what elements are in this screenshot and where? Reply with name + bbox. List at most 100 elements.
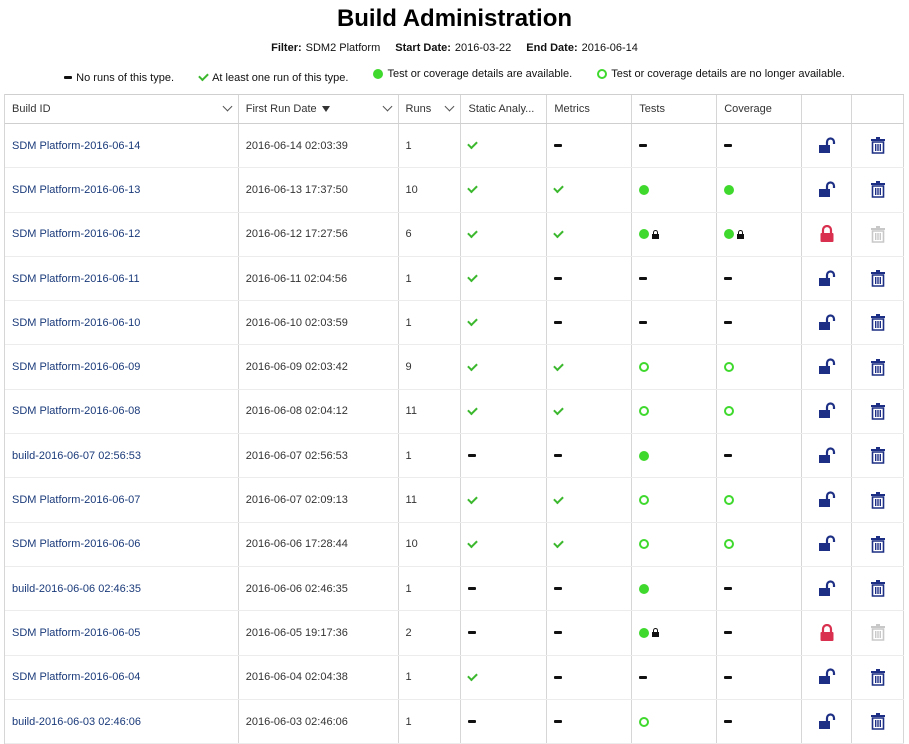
trash-icon[interactable] — [870, 181, 885, 199]
filled-dot-icon[interactable] — [639, 450, 650, 461]
static-analysis-status — [461, 478, 548, 522]
build-id-link[interactable]: SDM Platform-2016-06-07 — [5, 478, 239, 522]
tests-status — [632, 301, 718, 345]
lock-cell — [802, 611, 853, 655]
tests-status — [632, 611, 718, 655]
first-run-date: 2016-06-06 02:46:35 — [239, 566, 399, 611]
tests-status — [632, 655, 718, 699]
chevron-down-icon[interactable] — [222, 101, 233, 112]
column-header-tests[interactable]: Tests — [632, 95, 718, 123]
trash-icon[interactable] — [870, 270, 885, 287]
static-analysis-status — [461, 389, 548, 434]
lock-open-icon[interactable] — [818, 668, 836, 686]
check-icon — [553, 183, 565, 194]
check-icon — [467, 227, 479, 239]
lock-open-icon[interactable] — [818, 137, 836, 155]
delete-cell — [852, 478, 904, 522]
chevron-down-icon[interactable] — [445, 101, 455, 112]
build-id-link[interactable]: build-2016-06-07 02:56:53 — [5, 434, 239, 478]
table-row: SDM Platform-2016-06-13 2016-06-13 17:37:… — [5, 168, 904, 213]
tests-status — [632, 434, 718, 478]
delete-cell — [852, 212, 904, 256]
coverage-status — [717, 345, 803, 389]
tests-status — [632, 478, 718, 522]
column-header-static-analysis[interactable]: Static Analy... — [461, 95, 548, 123]
filled-dot-icon[interactable] — [724, 184, 735, 195]
trash-icon[interactable] — [870, 713, 885, 730]
coverage-status — [717, 301, 803, 345]
column-header-first-run-date[interactable]: First Run Date — [239, 95, 399, 123]
dash-icon — [639, 277, 648, 281]
column-header-runs[interactable]: Runs — [399, 95, 462, 123]
hollow-dot-icon — [639, 539, 650, 550]
trash-icon[interactable] — [870, 447, 885, 465]
metrics-status — [547, 389, 633, 434]
lock-open-icon[interactable] — [818, 535, 836, 553]
lock-closed-icon[interactable] — [819, 225, 835, 243]
build-id-link[interactable]: SDM Platform-2016-06-04 — [5, 655, 239, 699]
dash-icon — [639, 675, 648, 679]
filled-dot-icon[interactable] — [639, 583, 650, 594]
dash-icon — [554, 144, 563, 148]
trash-icon[interactable] — [870, 358, 885, 376]
filled-dot-icon[interactable] — [639, 627, 650, 638]
filled-dot-icon[interactable] — [639, 229, 650, 240]
delete-cell — [852, 301, 904, 345]
build-id-link[interactable]: SDM Platform-2016-06-08 — [5, 389, 239, 434]
build-id-link[interactable]: SDM Platform-2016-06-06 — [5, 522, 239, 566]
check-icon — [198, 70, 209, 82]
lock-open-icon[interactable] — [818, 580, 836, 598]
dash-icon — [554, 631, 563, 635]
trash-icon[interactable] — [870, 491, 885, 509]
build-id-link[interactable]: SDM Platform-2016-06-13 — [5, 168, 239, 212]
trash-icon[interactable] — [870, 580, 885, 597]
chevron-down-icon[interactable] — [382, 101, 392, 112]
first-run-date: 2016-06-03 02:46:06 — [239, 699, 399, 744]
filled-dot-icon — [373, 69, 384, 79]
delete-cell — [852, 655, 904, 699]
lock-open-icon[interactable] — [818, 712, 836, 731]
hollow-dot-icon — [639, 406, 650, 417]
table-row: SDM Platform-2016-06-12 2016-06-12 17:27:… — [5, 212, 904, 257]
lock-open-icon[interactable] — [818, 314, 836, 332]
lock-open-icon[interactable] — [818, 181, 836, 199]
table-row: SDM Platform-2016-06-10 2016-06-10 02:03:… — [5, 301, 904, 346]
dash-icon — [639, 144, 648, 148]
delete-cell — [852, 566, 904, 611]
build-id-link[interactable]: SDM Platform-2016-06-12 — [5, 212, 239, 256]
dash-icon — [554, 675, 563, 679]
filter-value: SDM2 Platform — [305, 42, 381, 54]
build-id-link[interactable]: build-2016-06-06 02:46:35 — [5, 566, 239, 611]
column-header-coverage[interactable]: Coverage — [717, 95, 803, 123]
static-analysis-status — [461, 124, 548, 168]
delete-cell — [852, 256, 904, 301]
build-id-link[interactable]: build-2016-06-03 02:46:06 — [5, 699, 239, 744]
build-id-link[interactable]: SDM Platform-2016-06-11 — [5, 256, 239, 301]
delete-cell — [852, 699, 904, 744]
trash-icon[interactable] — [870, 535, 885, 553]
filled-dot-icon[interactable] — [639, 184, 650, 195]
column-header-delete — [852, 95, 905, 123]
build-id-link[interactable]: SDM Platform-2016-06-05 — [5, 611, 239, 655]
lock-open-icon[interactable] — [818, 402, 836, 420]
lock-open-icon[interactable] — [818, 491, 836, 509]
table-row: SDM Platform-2016-06-05 2016-06-05 19:17:… — [5, 611, 904, 656]
filled-dot-icon[interactable] — [724, 229, 735, 240]
build-id-link[interactable]: SDM Platform-2016-06-14 — [5, 124, 239, 168]
lock-open-icon[interactable] — [818, 447, 836, 465]
check-icon — [467, 138, 479, 150]
build-id-link[interactable]: SDM Platform-2016-06-10 — [5, 301, 239, 345]
dash-icon — [468, 720, 477, 723]
column-header-lock — [802, 95, 853, 123]
build-id-link[interactable]: SDM Platform-2016-06-09 — [5, 345, 239, 389]
lock-open-icon[interactable] — [818, 358, 836, 376]
lock-open-icon[interactable] — [818, 269, 836, 288]
trash-icon[interactable] — [870, 314, 885, 332]
column-header-build-id[interactable]: Build ID — [5, 95, 239, 123]
trash-icon[interactable] — [870, 668, 885, 686]
column-header-metrics[interactable]: Metrics — [547, 95, 633, 123]
runs-count: 6 — [399, 212, 462, 256]
lock-closed-icon[interactable] — [819, 623, 835, 642]
trash-icon[interactable] — [870, 137, 885, 154]
trash-icon[interactable] — [870, 402, 885, 420]
